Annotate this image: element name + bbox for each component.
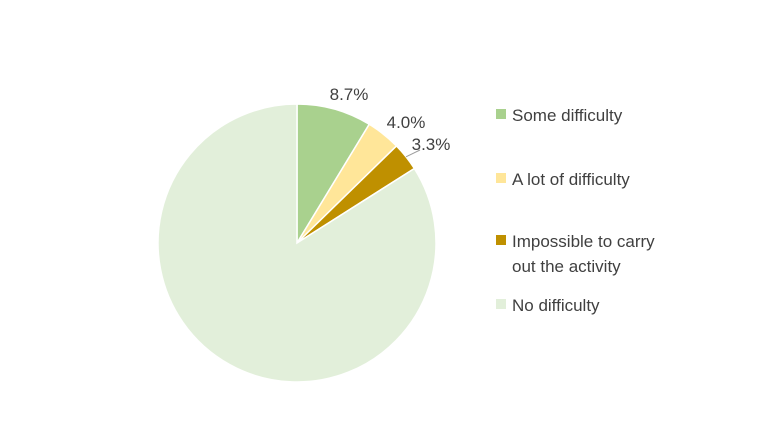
legend: Some difficulty A lot of difficulty Imposs… <box>496 106 655 315</box>
data-label-impossible-to-carry-out-the-activity: 3.3% <box>412 135 451 154</box>
legend-label: No difficulty <box>512 296 600 315</box>
leader-line-impossible-to-carry-out-the-activity <box>405 149 421 158</box>
legend-swatch <box>496 109 506 119</box>
legend-entry-impossible-to-carry-out-the-activity: Impossible to carry out the activity <box>496 232 655 276</box>
legend-label: Impossible to carry <box>512 232 655 251</box>
legend-label: Some difficulty <box>512 106 623 125</box>
legend-swatch <box>496 299 506 309</box>
legend-label: out the activity <box>512 257 621 276</box>
data-label-some-difficulty: 8.7% <box>330 85 369 104</box>
legend-label: A lot of difficulty <box>512 170 630 189</box>
leader-lines <box>405 149 421 158</box>
legend-entry-a-lot-of-difficulty: A lot of difficulty <box>496 170 630 189</box>
pie-slices <box>157 103 437 383</box>
legend-entry-no-difficulty: No difficulty <box>496 296 600 315</box>
legend-swatch <box>496 235 506 245</box>
data-labels: 8.7% 4.0% 3.3% <box>330 85 451 154</box>
pie-slice-no-difficulty <box>157 103 437 383</box>
data-label-a-lot-of-difficulty: 4.0% <box>387 113 426 132</box>
legend-swatch <box>496 173 506 183</box>
legend-entry-some-difficulty: Some difficulty <box>496 106 623 125</box>
